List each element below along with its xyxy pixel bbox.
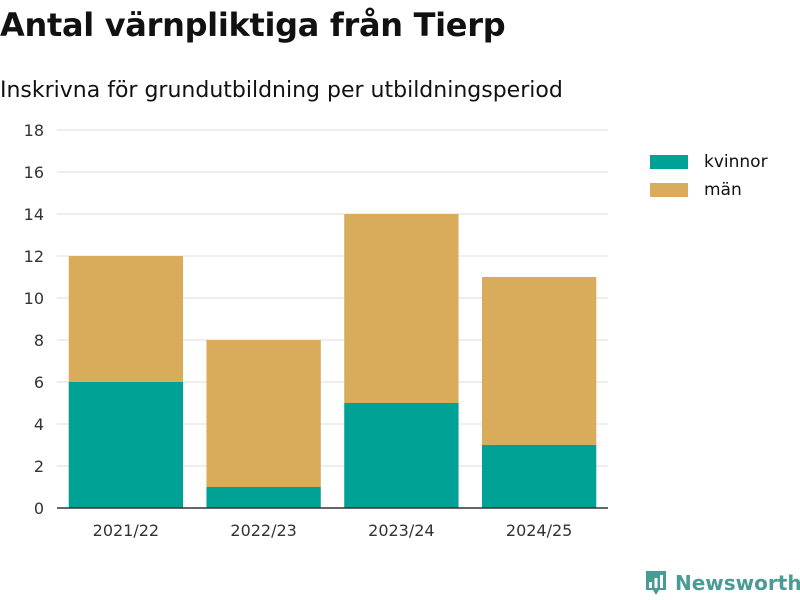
- x-tick-label: 2021/22: [93, 521, 159, 540]
- y-tick-label: 6: [34, 373, 44, 392]
- y-tick-label: 18: [24, 121, 44, 140]
- bar-män-2023/24: [344, 214, 459, 403]
- chart-title: Antal värnpliktiga från Tierp: [0, 6, 506, 44]
- x-tick-label: 2022/23: [230, 521, 296, 540]
- x-tick-label: 2024/25: [506, 521, 572, 540]
- y-tick-label: 4: [34, 415, 44, 434]
- bar-män-2021/22: [68, 256, 184, 382]
- y-tick-label: 2: [34, 457, 44, 476]
- bar-kvinnor-2023/24: [344, 403, 459, 508]
- bar-kvinnor-2022/23: [206, 487, 321, 508]
- legend: kvinnor män: [650, 148, 768, 204]
- legend-label-man: män: [704, 180, 742, 200]
- y-tick-label: 10: [24, 289, 44, 308]
- newsworthy-logo-icon: [646, 571, 666, 595]
- bar-kvinnor-2024/25: [481, 445, 597, 508]
- legend-item-man[interactable]: män: [650, 176, 768, 204]
- y-tick-label: 12: [24, 247, 44, 266]
- legend-item-kvinnor[interactable]: kvinnor: [650, 148, 768, 176]
- y-tick-label: 0: [34, 499, 44, 518]
- bar-män-2024/25: [481, 277, 597, 445]
- bar-män-2022/23: [206, 340, 321, 487]
- y-tick-label: 16: [24, 163, 44, 182]
- brand-logo: Newsworthy: [645, 570, 800, 596]
- legend-label-kvinnor: kvinnor: [704, 152, 768, 172]
- y-tick-label: 14: [24, 205, 44, 224]
- brand-name: Newsworthy: [675, 571, 800, 595]
- y-tick-label: 8: [34, 331, 44, 350]
- bar-kvinnor-2021/22: [68, 382, 184, 508]
- legend-swatch-kvinnor: [650, 155, 688, 169]
- chart-subtitle: Inskrivna för grundutbildning per utbild…: [0, 78, 563, 103]
- legend-swatch-man: [650, 183, 688, 197]
- x-tick-label: 2023/24: [368, 521, 434, 540]
